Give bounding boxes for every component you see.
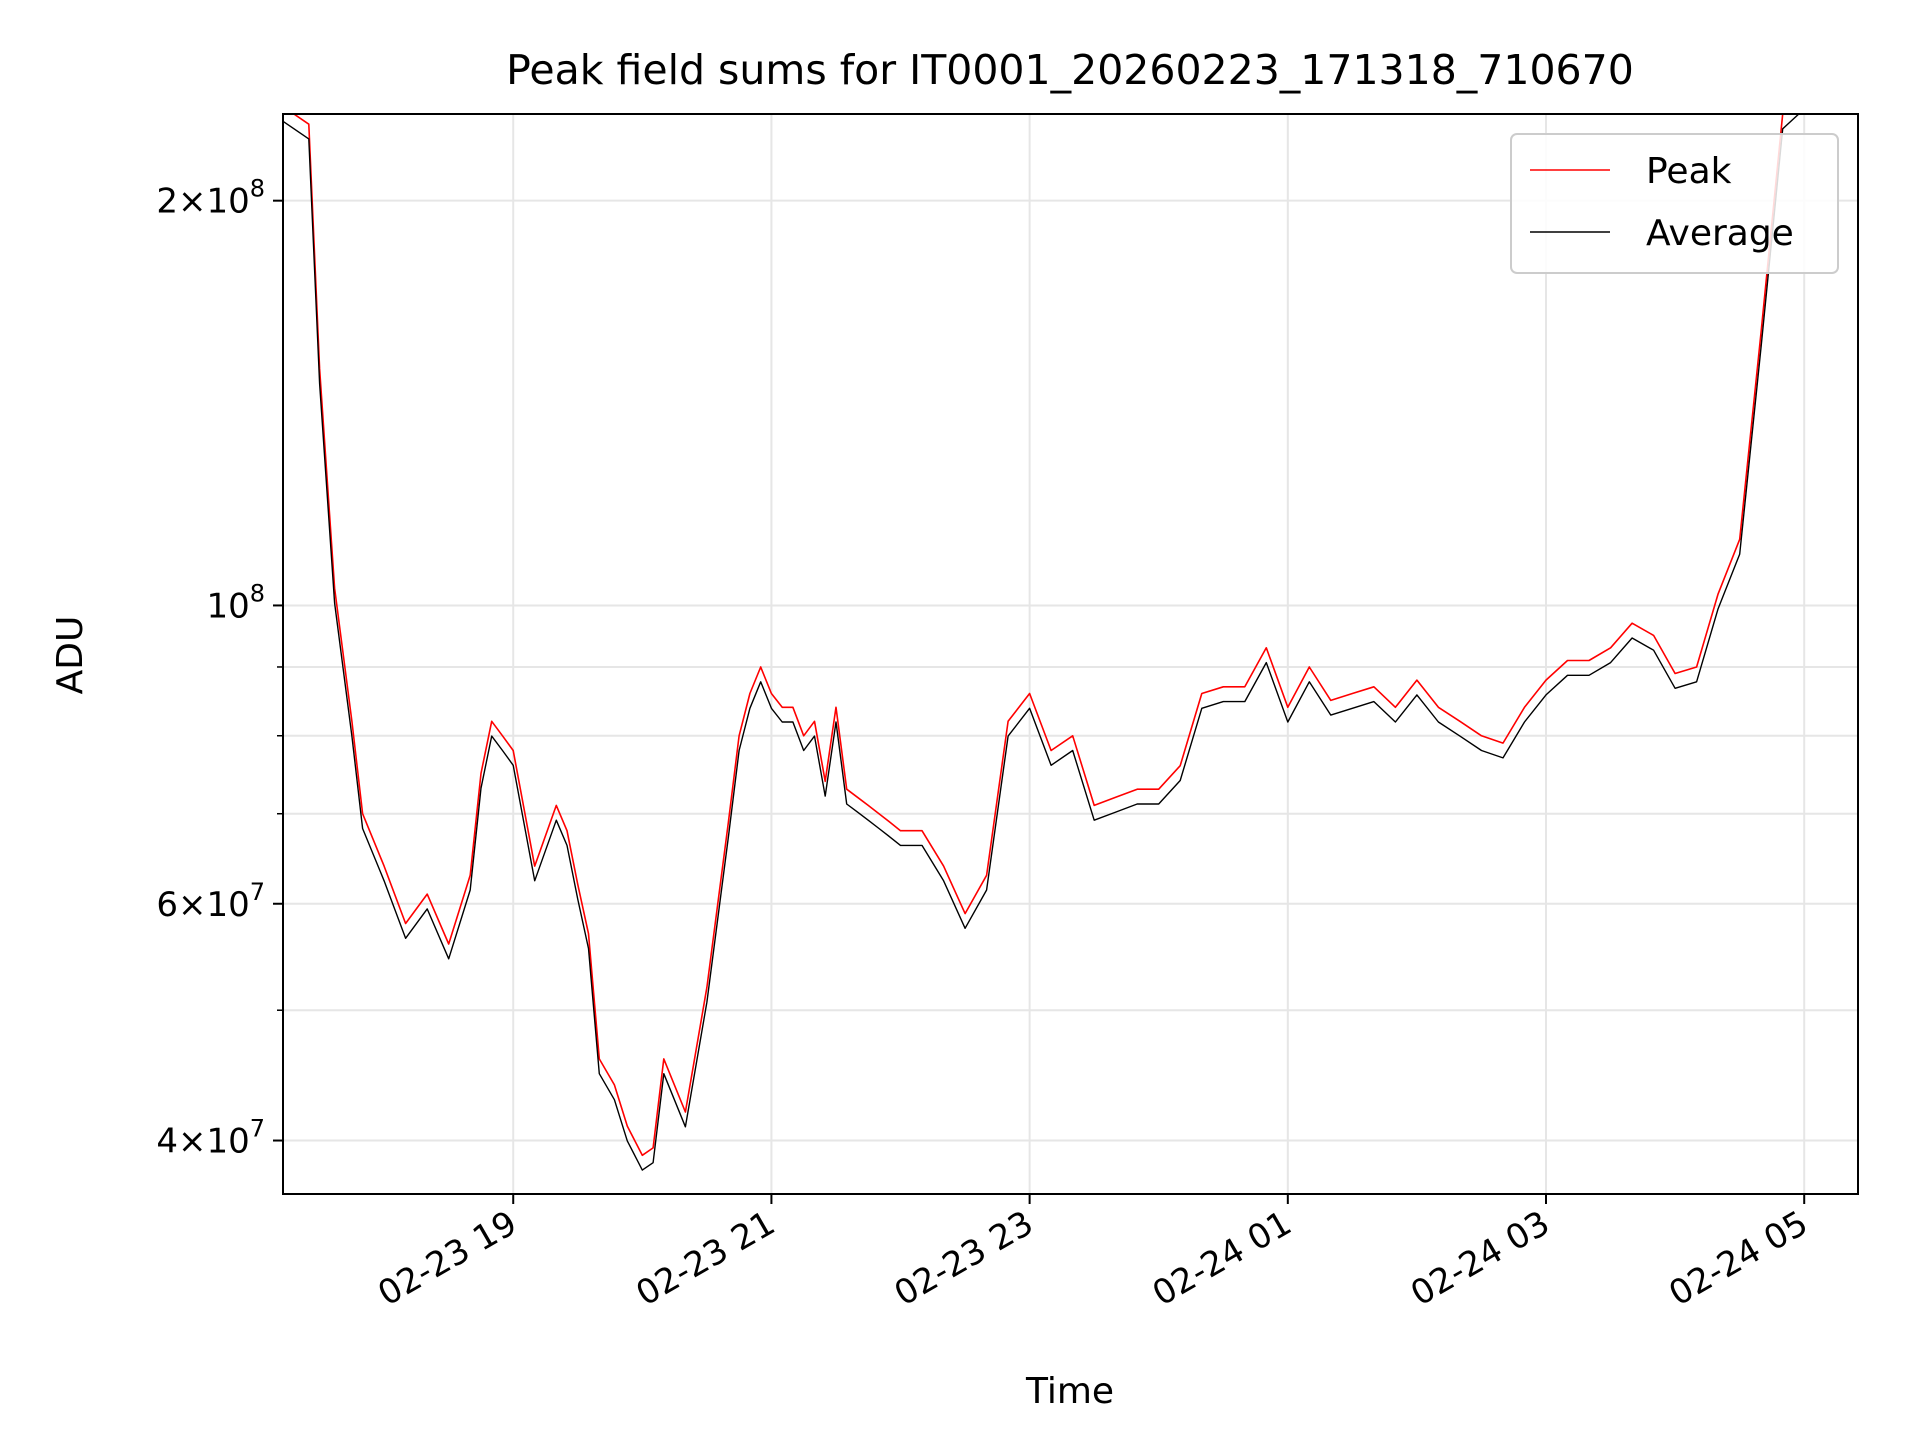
y-tick-label: 4×107 [156, 1115, 265, 1162]
y-tick-label: 108 [206, 579, 265, 626]
y-tick-times: × [178, 885, 207, 925]
y-tick-exponent: 8 [250, 175, 265, 203]
legend: Peak Average [1510, 133, 1839, 274]
plot-frame [282, 113, 1859, 1195]
y-tick-times: × [178, 1122, 207, 1162]
legend-box [1510, 133, 1839, 274]
series-layer [283, 114, 1800, 1171]
y-tick-base: 10 [206, 1122, 249, 1162]
y-tick-label: 6×107 [156, 878, 265, 925]
y-tick-mantissa: 2 [156, 182, 178, 222]
y-tick-label: 2×108 [156, 175, 265, 222]
x-axis-label: Time [1025, 1371, 1114, 1412]
y-tick-exponent: 7 [250, 878, 265, 906]
legend-label-peak: Peak [1646, 151, 1732, 192]
y-tick-exponent: 7 [250, 1115, 265, 1143]
y-axis-label: ADU [50, 616, 91, 695]
series-line-peak [292, 114, 1784, 1157]
legend-label-average: Average [1646, 213, 1794, 254]
y-tick-base: 10 [206, 885, 249, 925]
y-tick-times: × [178, 182, 207, 222]
y-tick-exponent: 8 [250, 579, 265, 607]
grid-lines [283, 114, 1858, 1194]
y-tick-mantissa: 6 [156, 885, 178, 925]
y-tick-mantissa: 4 [156, 1122, 178, 1162]
chart-title: Peak field sums for IT0001_20260223_1713… [506, 46, 1634, 94]
series-line-average [283, 114, 1800, 1171]
y-tick-base: 10 [206, 182, 249, 222]
y-tick-base: 10 [206, 586, 249, 626]
